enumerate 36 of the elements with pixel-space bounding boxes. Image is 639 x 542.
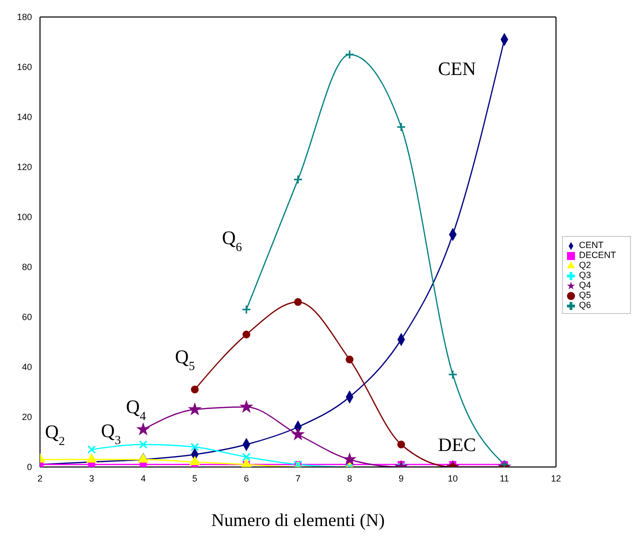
legend-label: CENT xyxy=(578,240,604,250)
x-tick-label: 8 xyxy=(347,473,352,484)
y-tick-label: 0 xyxy=(26,462,32,472)
y-tick-label: 140 xyxy=(16,112,32,122)
annotation: Q$_{6}$ xyxy=(222,228,242,254)
x-tick-label: 2 xyxy=(37,473,43,484)
x-tick-label: 3 xyxy=(89,473,94,484)
annotation: DEC xyxy=(438,435,476,456)
x-tick-label: 10 xyxy=(448,473,458,484)
y-tick-label: 100 xyxy=(16,212,32,222)
y-tick-label: 180 xyxy=(16,12,32,22)
x-tick-label: 7 xyxy=(295,473,300,484)
annotation: Q$_{4}$ xyxy=(126,397,146,423)
x-tick-label: 5 xyxy=(192,473,198,484)
x-axis-title: Numero di elementi (N) xyxy=(211,510,385,530)
annotation: Q$_{5}$ xyxy=(175,347,195,373)
legend-label: Q3 xyxy=(578,270,591,280)
legend-label: Q2 xyxy=(578,260,591,270)
annotation: Q$_{2}$ xyxy=(45,422,65,448)
x-tick-label: 11 xyxy=(500,473,510,484)
y-tick-label: 40 xyxy=(22,362,32,372)
x-tick-label: 9 xyxy=(398,473,404,484)
legend-label: Q6 xyxy=(578,300,591,310)
legend-label: DECENT xyxy=(578,250,616,260)
y-tick-label: 160 xyxy=(16,62,32,72)
y-tick-label: 80 xyxy=(22,262,32,272)
annotation: Q$_{3}$ xyxy=(101,421,121,447)
y-tick-label: 120 xyxy=(16,162,32,172)
y-tick-label: 20 xyxy=(22,412,32,422)
y-tick-label: 60 xyxy=(22,312,32,322)
x-tick-label: 4 xyxy=(140,473,146,484)
x-tick-label: 12 xyxy=(550,473,561,484)
annotation: CEN xyxy=(438,59,476,80)
x-tick-label: 6 xyxy=(244,473,249,484)
legend-label: Q5 xyxy=(578,290,591,300)
legend-label: Q4 xyxy=(578,280,591,290)
